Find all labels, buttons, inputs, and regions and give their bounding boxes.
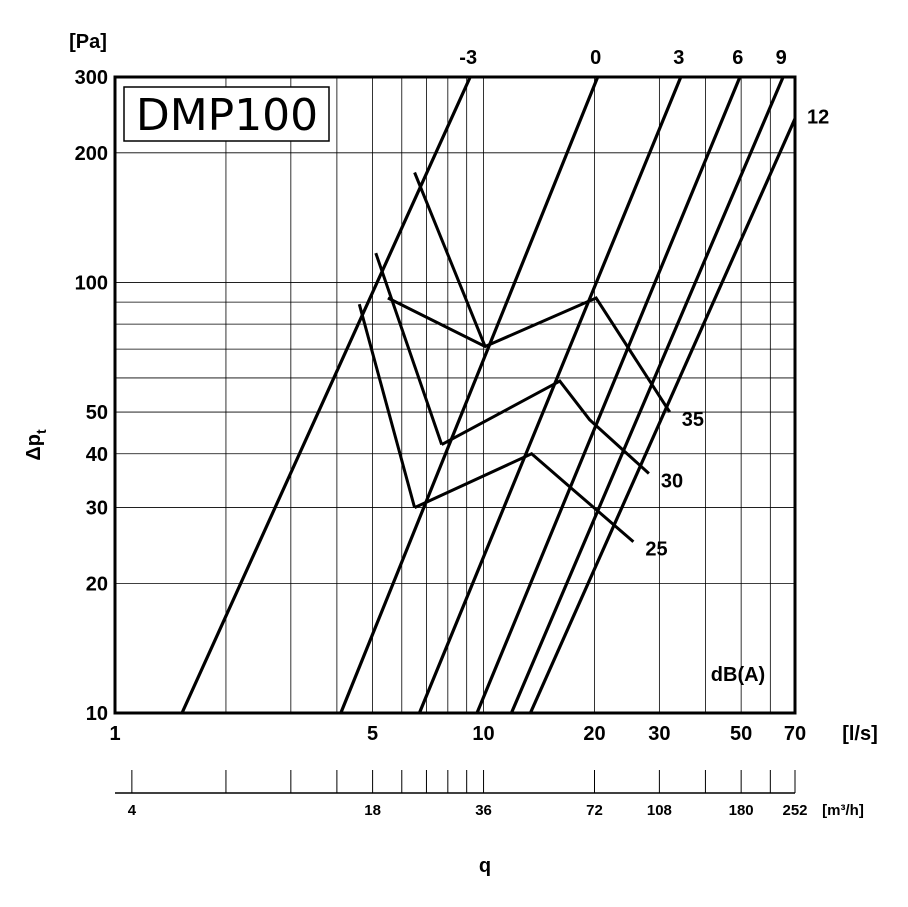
x-tick-label: 50 [730, 723, 752, 745]
y-tick-label: 200 [75, 143, 108, 165]
y-tick-label: 100 [75, 272, 108, 294]
secondary-tick-label: 180 [729, 802, 754, 819]
noise-curve [440, 379, 650, 475]
x-axis-unit: [l/s] [842, 723, 878, 745]
y-tick-label: 30 [86, 498, 108, 520]
crossover-line [357, 303, 417, 508]
noise-unit-label: dB(A) [711, 664, 765, 686]
y-tick-label: 50 [86, 402, 108, 424]
plot-frame [113, 75, 797, 715]
damper-line [180, 76, 472, 714]
damper-line-label: 3 [673, 47, 684, 69]
secondary-tick-label: 108 [647, 802, 672, 819]
y-axis-unit: [Pa] [69, 31, 107, 53]
noise-curve [413, 452, 635, 543]
damper-line-label: 12 [807, 107, 829, 129]
damper-line [417, 76, 683, 714]
damper-line [528, 118, 797, 714]
noise-curve-label: 25 [645, 539, 667, 561]
labels-layer: -3 0 3 6 9 12 25 30 35 [459, 47, 829, 561]
x-tick-label: 5 [367, 723, 378, 745]
title-box [123, 86, 330, 142]
damper-line-label: 6 [732, 47, 743, 69]
y-tick-label: 40 [86, 444, 108, 466]
crossover-line [374, 252, 444, 446]
y-tick-label: 20 [86, 573, 108, 595]
damper-line-label: -3 [459, 47, 477, 69]
damper-line-label: 0 [590, 47, 601, 69]
damper-line [339, 76, 600, 714]
damper-line [475, 76, 742, 714]
secondary-tick-label: 18 [364, 802, 381, 819]
x-tick-label: 20 [583, 723, 605, 745]
noise-curve-label: 35 [682, 409, 704, 431]
secondary-tick-label: 72 [586, 802, 603, 819]
lines-layer [180, 76, 797, 714]
grid-layer [114, 76, 796, 714]
secondary-tick-label: 36 [475, 802, 492, 819]
x-tick-label: 30 [648, 723, 670, 745]
svg-text:Δpt: Δpt [23, 429, 49, 461]
x-tick-label: 70 [784, 723, 806, 745]
damper-line-label: 9 [776, 47, 787, 69]
noise-curve [387, 296, 671, 413]
crossover-line [413, 171, 487, 348]
damper-line [509, 76, 785, 714]
secondary-tick-label: 252 [782, 802, 807, 819]
chart-title: DMP100 [136, 90, 318, 141]
y-axis-label-main: Δp [23, 434, 45, 461]
y-axis-label: Δpt [23, 429, 49, 461]
secondary-axis-unit: [m³/h] [822, 802, 864, 819]
secondary-tick-label: 4 [128, 802, 137, 819]
ticks-layer: 1 5 10 20 30 50 70 10 20 30 40 50 100 200 300 [75, 67, 807, 745]
y-axis-label-subscript: t [33, 429, 49, 434]
secondary-axis: 4 18 36 72 108 180 252 [115, 770, 808, 819]
y-tick-label: 300 [75, 67, 108, 89]
noise-curve-label: 30 [661, 470, 683, 492]
x-axis-label: q [479, 855, 491, 877]
x-tick-label: 1 [109, 723, 120, 745]
y-tick-label: 10 [86, 703, 108, 725]
x-tick-label: 10 [472, 723, 494, 745]
